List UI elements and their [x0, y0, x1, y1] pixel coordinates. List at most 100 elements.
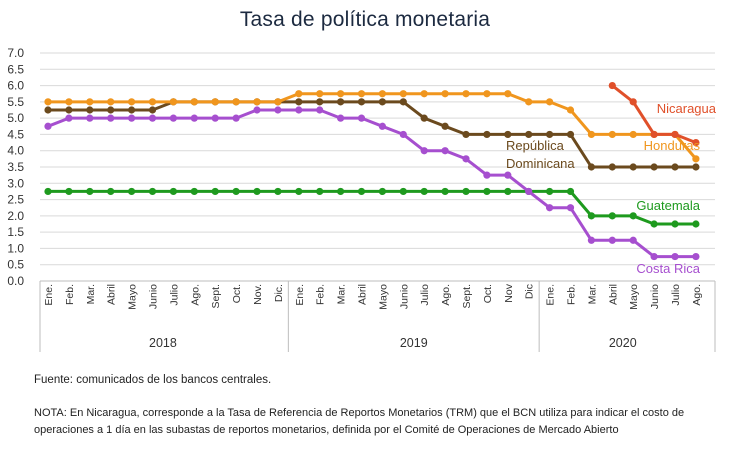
data-point: [483, 171, 491, 179]
series-line: [46, 189, 698, 226]
data-point: [148, 98, 157, 106]
data-point: [295, 90, 303, 98]
data-point: [629, 236, 637, 244]
data-point: [399, 187, 407, 196]
data-point: [295, 187, 303, 196]
data-point: [566, 130, 575, 139]
data-point: [525, 98, 533, 106]
x-tick-label: Mar.: [586, 284, 598, 304]
y-tick-label: 3.5: [7, 160, 24, 174]
data-point: [671, 163, 679, 171]
data-point: [525, 187, 533, 196]
data-point: [650, 163, 658, 171]
data-point: [274, 187, 282, 196]
x-tick-label: Junio: [398, 284, 410, 309]
data-point: [357, 187, 366, 196]
x-tick-label: Abril: [106, 284, 118, 305]
data-point: [274, 106, 282, 114]
x-tick-label: Ene.: [294, 284, 306, 306]
data-point: [462, 90, 470, 98]
data-point: [232, 114, 240, 122]
data-point: [128, 187, 136, 196]
x-tick-label: Julio: [168, 284, 180, 306]
data-point: [357, 98, 366, 106]
data-point: [483, 90, 491, 98]
data-point: [148, 106, 157, 114]
data-point: [671, 130, 679, 139]
data-point: [608, 236, 616, 244]
x-tick-label: Sept.: [461, 284, 473, 309]
series-label: Nicaragua: [657, 101, 717, 116]
series-lines: [44, 81, 700, 261]
series-label: República: [506, 138, 565, 153]
y-tick-label: 2.0: [7, 209, 24, 223]
data-point: [650, 130, 658, 139]
y-tick-label: 2.5: [7, 193, 24, 207]
y-tick-label: 0.0: [7, 274, 24, 288]
x-tick-label: Feb.: [566, 284, 578, 305]
data-point: [190, 187, 198, 196]
data-point: [650, 220, 658, 228]
year-label: 2019: [400, 336, 428, 350]
x-tick-label: Abril: [357, 284, 369, 305]
line-chart: 0.0 0.5 1.0 1.5 2.0 2.5 3.0 3.5 4.0 4.5 5.0 5.5 6.0 6…: [7, 46, 717, 352]
data-point: [420, 90, 428, 98]
data-point: [232, 187, 240, 196]
data-point: [65, 187, 73, 196]
data-point: [128, 106, 136, 114]
data-point: [504, 171, 512, 179]
x-tick-label: Julio: [419, 284, 431, 306]
data-point: [86, 98, 94, 106]
data-point: [316, 106, 324, 114]
y-tick-label: 5.0: [7, 111, 24, 125]
data-point: [107, 106, 115, 114]
data-point: [232, 98, 240, 106]
data-point: [629, 98, 637, 106]
x-tick-label: Dic.: [273, 284, 285, 302]
data-point: [65, 106, 73, 114]
data-point: [462, 130, 470, 139]
y-tick-label: 1.0: [7, 241, 24, 255]
year-label: 2018: [149, 336, 177, 350]
y-tick-label: 5.5: [7, 95, 24, 109]
y-tick-label: 3.0: [7, 176, 24, 190]
data-point: [504, 90, 512, 98]
data-point: [86, 106, 94, 114]
y-tick-label: 7.0: [7, 46, 24, 60]
data-point: [378, 90, 386, 98]
data-point: [608, 163, 616, 171]
data-point: [107, 98, 115, 106]
data-point: [608, 212, 616, 220]
data-point: [483, 130, 491, 139]
x-tick-label: Ago.: [691, 284, 703, 306]
data-point: [65, 98, 73, 106]
x-tick-label: Ago.: [440, 284, 452, 306]
y-tick-label: 1.5: [7, 225, 24, 239]
data-point: [441, 147, 449, 155]
data-point: [148, 187, 157, 196]
data-point: [148, 114, 157, 122]
x-tick-label: Oct.: [482, 284, 494, 303]
footnote: NOTA: En Nicaragua, corresponde a la Tas…: [34, 407, 685, 436]
x-tick-label: Mayo: [377, 284, 389, 310]
x-tick-label: Sept.: [210, 284, 222, 309]
data-point: [190, 98, 198, 106]
data-point: [107, 187, 115, 196]
data-point: [441, 90, 449, 98]
x-tick-label: Feb.: [315, 284, 327, 305]
x-tick-label: Mar.: [85, 284, 97, 304]
series-label: Guatemala: [636, 198, 700, 213]
y-tick-label: 6.0: [7, 79, 24, 93]
data-point: [692, 155, 700, 163]
data-point: [211, 98, 219, 106]
x-tick-label: Nov: [503, 283, 515, 302]
data-point: [357, 114, 366, 122]
data-point: [546, 98, 554, 106]
data-point: [441, 122, 449, 130]
data-point: [629, 130, 637, 139]
data-point: [399, 130, 407, 139]
x-tick-label: Nov.: [252, 284, 264, 305]
data-point: [692, 252, 700, 261]
data-point: [566, 187, 575, 196]
x-tick-label: Oct.: [231, 284, 243, 303]
